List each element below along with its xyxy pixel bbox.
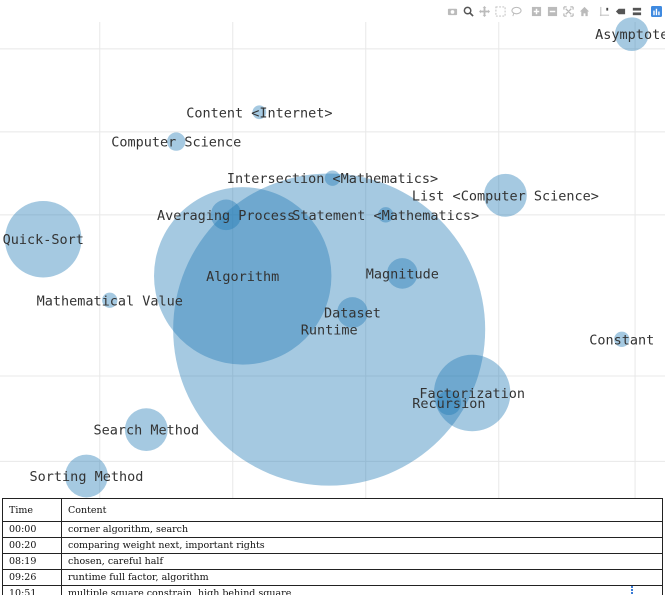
zoom-in-icon[interactable] bbox=[530, 5, 543, 18]
bubble-marker[interactable] bbox=[173, 173, 486, 486]
bubble-label: Statement <Mathematics> bbox=[292, 208, 479, 224]
cell-time: 09:26 bbox=[2, 569, 62, 586]
table-header-row: Time Content bbox=[2, 498, 663, 522]
bubble-chart: Asymptote Content <Internet> Computer Scie… bbox=[0, 17, 665, 498]
bubble-marker[interactable] bbox=[436, 390, 462, 416]
table-row: 10:51 multiple square constrain, high beh… bbox=[2, 585, 663, 595]
lasso-select-icon[interactable] bbox=[510, 5, 523, 18]
table-row: 00:20 comparing weight next, important ri… bbox=[2, 537, 663, 554]
camera-icon[interactable] bbox=[446, 5, 459, 18]
modebar bbox=[446, 3, 663, 19]
bubble-label: Computer Science bbox=[111, 135, 241, 151]
table-row: 08:19 chosen, careful half bbox=[2, 553, 663, 570]
bubble-marker[interactable] bbox=[65, 454, 108, 498]
bubble-marker[interactable] bbox=[614, 331, 630, 347]
bubble-label: Sorting Method bbox=[30, 469, 144, 485]
bubble-label: Dataset bbox=[324, 305, 381, 321]
bubble-label: Asymptote bbox=[595, 27, 665, 43]
bubble-label: Runtime bbox=[301, 323, 358, 339]
header-content: Content bbox=[61, 498, 663, 522]
bubble-label: Magnitude bbox=[366, 266, 439, 282]
bubble-marker[interactable] bbox=[167, 132, 186, 151]
cell-time: 00:20 bbox=[2, 537, 62, 554]
bubble-label: List <Computer Science> bbox=[412, 188, 599, 204]
cell-time: 00:00 bbox=[2, 521, 62, 538]
bubble-marker[interactable] bbox=[483, 173, 527, 217]
bubble-marker[interactable] bbox=[4, 200, 82, 278]
bubble-label: Averaging Process bbox=[157, 208, 295, 224]
autoscale-icon[interactable] bbox=[562, 5, 575, 18]
bubble-marker[interactable] bbox=[337, 297, 368, 328]
bubble-marker[interactable] bbox=[614, 17, 649, 52]
table-row: 00:00 corner algorithm, search bbox=[2, 521, 663, 538]
pan-icon[interactable] bbox=[478, 5, 491, 18]
cell-content: corner algorithm, search bbox=[61, 521, 663, 538]
scroll-indicator[interactable] bbox=[631, 586, 635, 594]
bubble-marker[interactable] bbox=[433, 354, 511, 432]
bubble-label: Mathematical Value bbox=[37, 293, 183, 309]
zoom-out-icon[interactable] bbox=[546, 5, 559, 18]
cell-time: 10:51 bbox=[2, 585, 62, 595]
bubble-marker[interactable] bbox=[124, 408, 168, 452]
bubble-label: Content <Internet> bbox=[186, 105, 332, 121]
bubble-marker[interactable] bbox=[378, 207, 394, 223]
bubble-label: Constant bbox=[589, 332, 654, 348]
header-time: Time bbox=[2, 498, 62, 522]
bubble-label: Search Method bbox=[93, 423, 199, 439]
cell-content: runtime full factor, algorithm bbox=[61, 569, 663, 586]
cell-content: multiple square constrain, high behind s… bbox=[61, 585, 663, 595]
bubble-label: Recursion bbox=[412, 396, 485, 412]
bubble-label: Intersection <Mathematics> bbox=[227, 171, 438, 187]
box-select-icon[interactable] bbox=[494, 5, 507, 18]
bubble-marker[interactable] bbox=[387, 258, 418, 289]
zoom-icon[interactable] bbox=[462, 5, 475, 18]
home-icon[interactable] bbox=[578, 5, 591, 18]
bubble-label: Factorization bbox=[419, 386, 525, 402]
cell-content: comparing weight next, important rights bbox=[61, 537, 663, 554]
cell-content: chosen, careful half bbox=[61, 553, 663, 570]
bubble-marker[interactable] bbox=[324, 170, 341, 186]
bubble-marker[interactable] bbox=[252, 105, 267, 120]
plotly-logo-icon[interactable] bbox=[650, 5, 663, 18]
notes-table: Time Content 00:00 corner algorithm, sear… bbox=[2, 498, 663, 595]
bubble-marker[interactable] bbox=[210, 199, 242, 231]
spike-lines-icon[interactable] bbox=[598, 5, 611, 18]
cell-time: 08:19 bbox=[2, 553, 62, 570]
bubble-label: Algorithm bbox=[206, 269, 279, 285]
hover-compare-icon[interactable] bbox=[630, 5, 643, 18]
hover-closest-icon[interactable] bbox=[614, 5, 627, 18]
table-row: 09:26 runtime full factor, algorithm bbox=[2, 569, 663, 586]
bubble-marker[interactable] bbox=[154, 187, 332, 365]
notes-table-container: Time Content 00:00 corner algorithm, sear… bbox=[0, 498, 665, 595]
bubble-marker[interactable] bbox=[102, 292, 118, 308]
bubble-label: Quick-Sort bbox=[3, 232, 84, 248]
